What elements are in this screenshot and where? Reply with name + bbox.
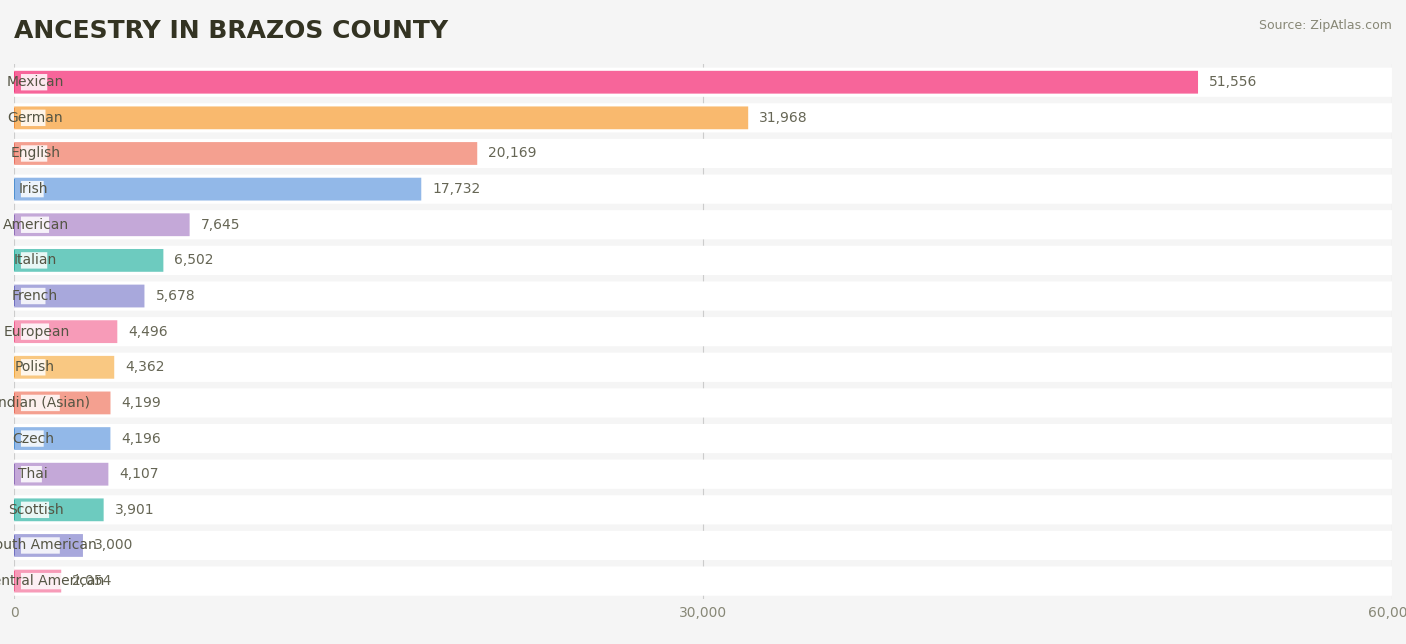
FancyBboxPatch shape [14,103,1392,133]
Text: Scottish: Scottish [8,503,65,517]
FancyBboxPatch shape [14,424,1392,453]
Text: German: German [7,111,62,125]
Text: 2,054: 2,054 [72,574,111,588]
FancyBboxPatch shape [21,109,45,126]
FancyBboxPatch shape [14,570,62,592]
FancyBboxPatch shape [21,395,60,411]
FancyBboxPatch shape [14,320,117,343]
Text: 20,169: 20,169 [488,146,537,160]
Text: 3,000: 3,000 [94,538,134,553]
FancyBboxPatch shape [14,285,145,307]
FancyBboxPatch shape [14,356,114,379]
FancyBboxPatch shape [14,246,1392,275]
Text: Irish: Irish [18,182,48,196]
FancyBboxPatch shape [21,146,48,162]
FancyBboxPatch shape [14,71,1198,93]
FancyBboxPatch shape [21,573,63,589]
Text: 31,968: 31,968 [759,111,808,125]
FancyBboxPatch shape [14,281,1392,310]
FancyBboxPatch shape [14,249,163,272]
FancyBboxPatch shape [14,139,1392,168]
Text: Thai: Thai [18,467,48,481]
FancyBboxPatch shape [21,466,42,482]
FancyBboxPatch shape [14,534,83,557]
FancyBboxPatch shape [14,213,190,236]
Text: 17,732: 17,732 [432,182,481,196]
Text: Source: ZipAtlas.com: Source: ZipAtlas.com [1258,19,1392,32]
FancyBboxPatch shape [14,106,748,129]
Text: 7,645: 7,645 [201,218,240,232]
Text: 4,107: 4,107 [120,467,159,481]
Text: Czech: Czech [13,431,55,446]
Text: Polish: Polish [14,360,55,374]
FancyBboxPatch shape [21,502,49,518]
Text: 3,901: 3,901 [115,503,155,517]
FancyBboxPatch shape [14,498,104,521]
Text: ANCESTRY IN BRAZOS COUNTY: ANCESTRY IN BRAZOS COUNTY [14,19,449,43]
FancyBboxPatch shape [14,392,111,414]
FancyBboxPatch shape [14,68,1392,97]
FancyBboxPatch shape [14,353,1392,382]
FancyBboxPatch shape [21,216,49,233]
Text: 4,196: 4,196 [121,431,162,446]
Text: Italian: Italian [14,253,58,267]
Text: 51,556: 51,556 [1209,75,1257,90]
FancyBboxPatch shape [14,178,422,200]
FancyBboxPatch shape [21,74,48,90]
FancyBboxPatch shape [14,427,111,450]
FancyBboxPatch shape [21,323,49,340]
FancyBboxPatch shape [21,537,60,554]
FancyBboxPatch shape [14,388,1392,417]
Text: 5,678: 5,678 [156,289,195,303]
FancyBboxPatch shape [14,210,1392,240]
Text: 4,496: 4,496 [128,325,167,339]
FancyBboxPatch shape [14,567,1392,596]
FancyBboxPatch shape [14,531,1392,560]
FancyBboxPatch shape [21,430,44,447]
Text: Central American: Central American [0,574,104,588]
FancyBboxPatch shape [14,463,108,486]
FancyBboxPatch shape [21,288,45,304]
FancyBboxPatch shape [14,317,1392,346]
Text: American: American [3,218,69,232]
Text: South American: South American [0,538,97,553]
FancyBboxPatch shape [14,495,1392,524]
Text: 4,362: 4,362 [125,360,165,374]
FancyBboxPatch shape [21,252,48,269]
Text: 6,502: 6,502 [174,253,214,267]
Text: Indian (Asian): Indian (Asian) [0,396,90,410]
FancyBboxPatch shape [14,175,1392,204]
FancyBboxPatch shape [21,181,44,197]
Text: Mexican: Mexican [7,75,65,90]
Text: 4,199: 4,199 [121,396,162,410]
FancyBboxPatch shape [14,142,477,165]
Text: European: European [3,325,69,339]
Text: English: English [10,146,60,160]
FancyBboxPatch shape [21,359,45,375]
FancyBboxPatch shape [14,460,1392,489]
Text: French: French [11,289,58,303]
